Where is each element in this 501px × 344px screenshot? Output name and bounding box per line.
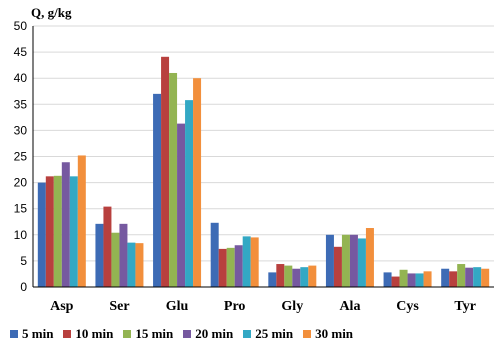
bar-pro-5-min xyxy=(210,222,219,287)
legend-label: 30 min xyxy=(315,326,354,341)
x-tick-label-ser: Ser xyxy=(109,299,129,314)
bar-ala-5-min xyxy=(325,234,334,287)
bar-cys-15-min xyxy=(399,269,408,287)
x-axis-ticks: Asp Ser Glu Pro Gly Ala Cys Tyr xyxy=(50,299,476,314)
bar-cys-10-min xyxy=(391,276,400,287)
bar-tyr-30-min xyxy=(481,268,490,287)
legend: 5 min 10 min 15 min 20 min 25 min 30 min xyxy=(10,326,501,342)
x-tick-label-gly: Gly xyxy=(281,299,303,314)
bar-asp-5-min xyxy=(37,182,46,287)
x-tick-label-ala: Ala xyxy=(339,299,360,314)
bar-cys-30-min xyxy=(423,271,432,287)
bar-cys-5-min xyxy=(383,272,392,287)
legend-swatch xyxy=(183,330,192,338)
y-tick-label: 35 xyxy=(14,97,28,111)
legend-item: 10 min xyxy=(63,326,113,342)
bar-pro-25-min xyxy=(242,236,251,287)
legend-item: 30 min xyxy=(303,326,353,342)
legend-item: 5 min xyxy=(10,326,53,342)
bar-glu-20-min xyxy=(177,123,186,287)
legend-label: 15 min xyxy=(135,326,174,341)
y-tick-label: 0 xyxy=(20,280,27,294)
y-tick-label: 25 xyxy=(14,150,28,164)
bar-tyr-10-min xyxy=(449,271,458,287)
bar-ser-15-min xyxy=(111,232,120,287)
bar-glu-10-min xyxy=(161,56,170,287)
bar-gly-30-min xyxy=(308,265,317,287)
bar-ser-25-min xyxy=(127,242,136,287)
bar-ala-10-min xyxy=(333,246,342,287)
bar-tyr-25-min xyxy=(473,267,482,287)
bar-ala-15-min xyxy=(341,234,350,287)
x-tick-label-asp: Asp xyxy=(50,299,74,314)
bar-gly-10-min xyxy=(276,264,285,287)
legend-swatch xyxy=(123,330,132,338)
legend-label: 5 min xyxy=(22,326,54,341)
bar-ala-30-min xyxy=(365,228,374,287)
y-tick-label: 5 xyxy=(20,254,27,268)
bar-pro-30-min xyxy=(250,237,259,287)
bar-tyr-15-min xyxy=(457,264,466,287)
bar-gly-5-min xyxy=(268,272,277,287)
bar-tyr-20-min xyxy=(465,267,474,287)
y-tick-label: 30 xyxy=(14,123,28,137)
legend-item: 15 min xyxy=(123,326,173,342)
bar-pro-10-min xyxy=(218,248,227,287)
x-tick-label-pro: Pro xyxy=(224,299,246,314)
legend-swatch xyxy=(243,330,252,338)
bar-asp-10-min xyxy=(45,176,54,287)
bar-tyr-5-min xyxy=(441,268,450,287)
legend-swatch xyxy=(303,330,312,338)
x-tick-label-cys: Cys xyxy=(396,299,419,314)
x-tick-label-glu: Glu xyxy=(166,299,189,314)
bar-asp-30-min xyxy=(77,155,86,287)
bar-ala-20-min xyxy=(349,234,358,287)
legend-swatch xyxy=(63,330,72,338)
y-tick-label: 45 xyxy=(14,45,28,59)
bar-pro-20-min xyxy=(234,245,243,287)
bar-gly-25-min xyxy=(300,267,309,287)
bar-asp-15-min xyxy=(53,175,62,287)
bar-ser-30-min xyxy=(135,243,144,287)
y-tick-label: 10 xyxy=(14,228,28,242)
legend-label: 20 min xyxy=(195,326,234,341)
bar-pro-15-min xyxy=(226,247,235,287)
bar-glu-15-min xyxy=(169,72,178,287)
bar-cys-25-min xyxy=(415,273,424,287)
legend-swatch xyxy=(10,330,18,338)
bar-glu-30-min xyxy=(193,78,202,287)
bar-ser-20-min xyxy=(119,223,128,287)
bar-cys-20-min xyxy=(407,273,416,287)
bar-gly-15-min xyxy=(284,265,293,287)
y-axis-ticks: 0 5 10 15 20 25 30 35 40 45 50 xyxy=(14,19,28,294)
bar-glu-25-min xyxy=(185,100,194,288)
x-tick-label-tyr: Tyr xyxy=(454,299,476,314)
legend-item: 20 min xyxy=(183,326,233,342)
bar-asp-25-min xyxy=(69,176,78,287)
bar-asp-20-min xyxy=(61,162,70,287)
legend-label: 25 min xyxy=(255,326,294,341)
y-tick-label: 20 xyxy=(14,176,28,190)
y-axis-label: Q, g/kg xyxy=(31,5,72,20)
bar-gly-20-min xyxy=(292,268,301,287)
legend-item: 25 min xyxy=(243,326,293,342)
bar-ser-10-min xyxy=(103,206,112,287)
bars xyxy=(37,56,490,288)
bar-glu-5-min xyxy=(153,93,162,287)
bar-ala-25-min xyxy=(357,238,366,287)
y-tick-label: 15 xyxy=(14,202,28,216)
bar-ser-5-min xyxy=(95,223,104,287)
y-tick-label: 50 xyxy=(14,19,28,33)
legend-label: 10 min xyxy=(75,326,114,341)
y-tick-label: 40 xyxy=(14,71,28,85)
